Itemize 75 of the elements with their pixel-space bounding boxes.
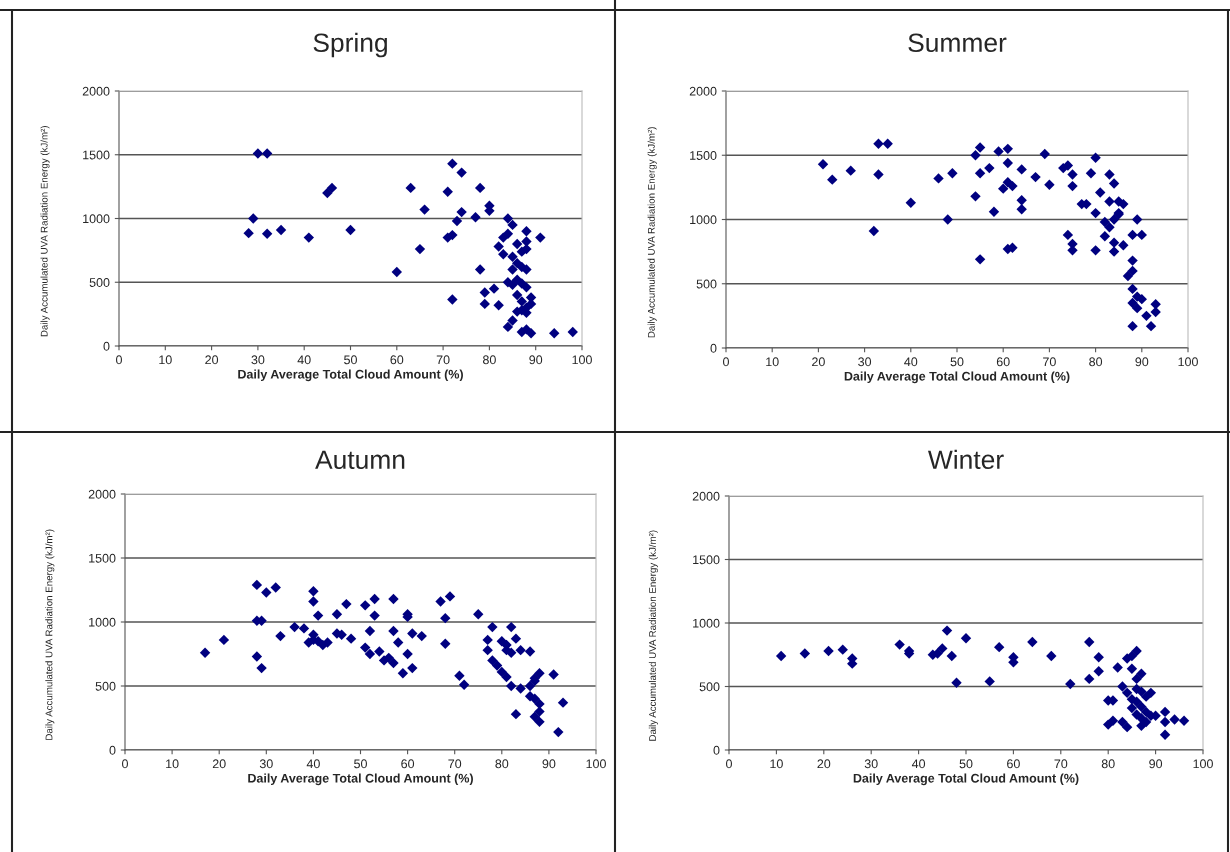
y-tick-label: 500 [699,682,720,692]
x-tick-label: 10 [770,759,783,769]
x-tick-label: 50 [959,759,973,769]
x-tick-label: 90 [529,355,543,365]
x-tick-label: 40 [297,355,311,365]
x-tick-label: 20 [205,355,219,365]
x-tick-label: 40 [306,759,320,769]
y-tick-label: 2000 [692,491,720,501]
chart-title: Autumn [315,450,405,470]
x-tick-label: 0 [723,357,729,367]
x-tick-label: 60 [1007,759,1020,769]
x-axis-title: Daily Average Total Cloud Amount (%) [248,773,473,786]
y-tick-label: 1000 [693,618,720,628]
chart-title: Spring [313,32,387,58]
x-tick-label: 50 [344,355,357,365]
y-tick-label: 1500 [89,553,116,563]
x-tick-label: 100 [1193,759,1213,769]
x-axis-title: Daily Average Total Cloud Amount (%) [238,369,463,382]
y-tick-label: 1500 [83,150,110,160]
x-tick-label: 20 [212,759,226,769]
y-tick-label: 0 [713,745,720,755]
x-tick-label: 70 [1054,759,1068,769]
y-tick-label: 500 [696,279,717,289]
x-tick-label: 70 [436,355,450,365]
x-tick-label: 100 [586,759,606,769]
y-axis-title: Daily Accumulated UVA Radiation Energy (kJ/m²) [648,530,658,741]
x-tick-label: 80 [482,355,496,365]
x-tick-label: 60 [390,355,404,365]
x-tick-label: 40 [904,357,918,367]
x-tick-label: 20 [817,759,831,769]
x-tick-label: 100 [1178,357,1198,367]
y-tick-label: 0 [710,343,717,353]
y-axis-title: Daily Accumulated UVA Radiation Energy (kJ/m²) [647,127,657,338]
x-tick-label: 30 [864,759,878,769]
x-axis-title: Daily Average Total Cloud Amount (%) [853,773,1079,786]
x-tick-label: 80 [1089,357,1103,367]
x-tick-label: 90 [1149,759,1163,769]
x-tick-label: 70 [448,759,462,769]
x-tick-label: 10 [766,357,779,367]
y-tick-label: 500 [95,681,116,691]
x-tick-label: 10 [159,355,172,365]
x-tick-label: 90 [1135,357,1149,367]
x-tick-label: 0 [122,759,128,769]
y-tick-label: 2000 [82,86,110,96]
x-tick-label: 10 [166,759,179,769]
x-tick-label: 100 [572,355,592,365]
x-tick-label: 70 [1043,357,1056,367]
y-tick-label: 1000 [690,215,717,225]
x-tick-label: 30 [259,759,273,769]
x-tick-label: 80 [1101,759,1115,769]
x-tick-label: 40 [911,759,926,769]
y-tick-label: 1000 [89,617,116,627]
y-tick-label: 2000 [88,489,116,499]
x-tick-label: 30 [251,355,265,365]
x-tick-label: 60 [401,759,415,769]
x-tick-label: 30 [858,357,872,367]
chart-title: Summer [908,33,1007,53]
x-tick-label: 60 [996,357,1010,367]
y-tick-label: 500 [89,278,110,287]
y-tick-label: 2000 [689,86,717,96]
x-tick-label: 90 [542,759,556,769]
y-tick-label: 1000 [83,214,110,224]
y-tick-label: 0 [103,341,110,351]
x-tick-label: 20 [812,357,825,367]
x-tick-label: 50 [354,759,367,769]
y-tick-label: 1500 [690,151,717,160]
x-tick-label: 80 [495,759,509,769]
x-tick-label: 50 [950,357,964,367]
y-axis-title: Daily Accumulated UVA Radiation Energy (kJ/m²) [45,529,55,740]
y-tick-label: 0 [109,745,116,755]
x-tick-label: 0 [726,759,732,769]
y-tick-label: 1500 [693,555,720,565]
x-axis-title: Daily Average Total Cloud Amount (%) [844,371,1070,384]
y-axis-title: Daily Accumulated UVA Radiation Energy (kJ/m²) [40,126,50,337]
chart-title: Winter [928,449,1004,470]
